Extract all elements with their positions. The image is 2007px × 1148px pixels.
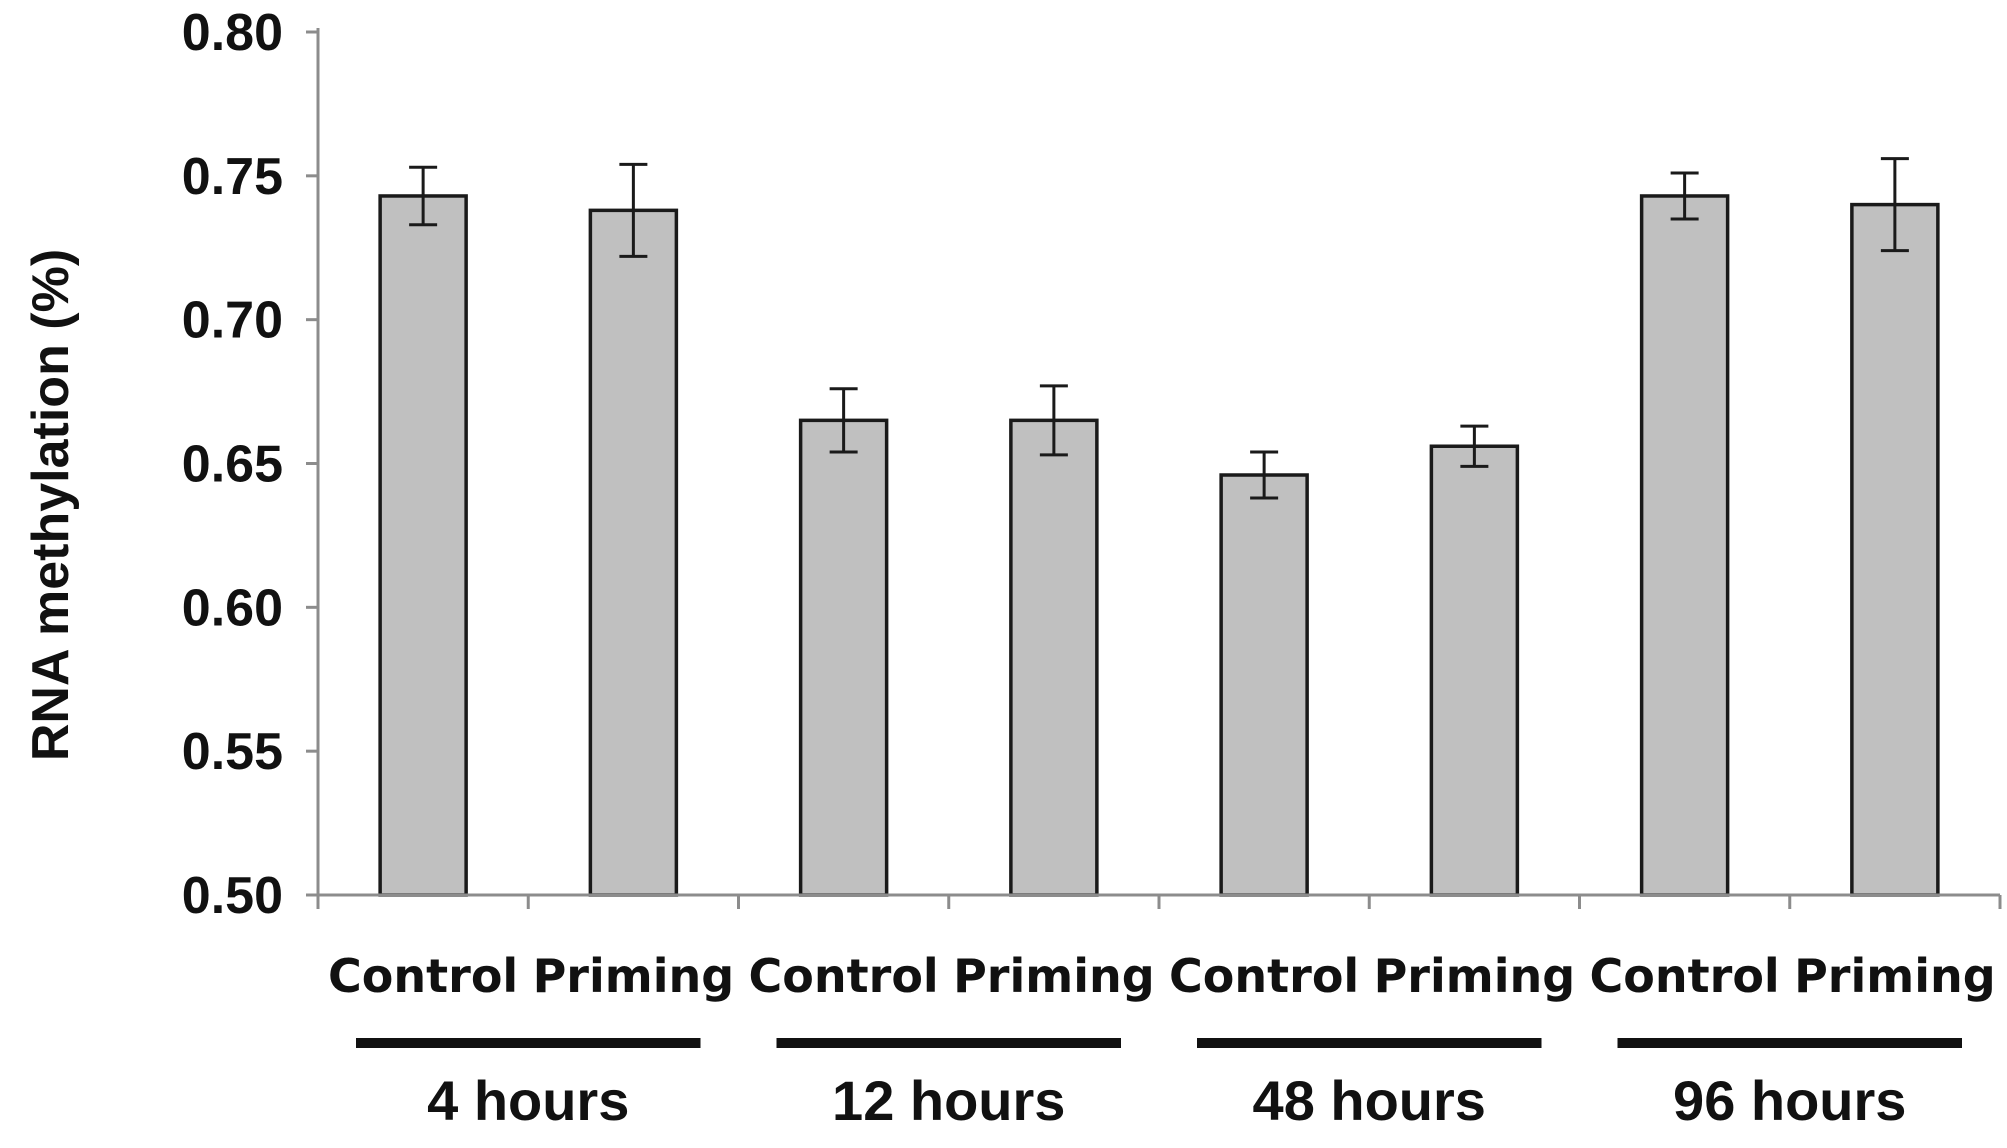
y-axis-title: RNA methylation (%) [22, 249, 80, 761]
y-tick-labels: 0.50 0.55 0.60 0.65 0.70 0.75 0.80 [182, 4, 283, 925]
group-label: 96 hours [1673, 1069, 1906, 1132]
category-label: Control [1169, 949, 1359, 1003]
y-tick-label: 0.55 [182, 723, 283, 781]
group-label: 12 hours [832, 1069, 1065, 1132]
bar [1009, 418, 1099, 897]
error-bar [1250, 450, 1279, 500]
bar [1219, 473, 1309, 897]
y-tick-label: 0.80 [182, 4, 283, 62]
y-tick-label: 0.70 [182, 292, 283, 350]
error-bar [1039, 384, 1068, 457]
category-label: Control [1590, 949, 1780, 1003]
category-label: Control [749, 949, 939, 1003]
y-tick-label: 0.50 [182, 867, 283, 925]
group-label: 4 hours [427, 1069, 629, 1132]
group-label: 48 hours [1253, 1069, 1486, 1132]
bars [378, 157, 1940, 897]
error-bar [1670, 171, 1699, 221]
bar [588, 208, 679, 897]
category-label: Priming [1794, 949, 1996, 1003]
bar [1850, 202, 1940, 897]
category-label: Priming [953, 949, 1155, 1003]
error-bar [1880, 157, 1909, 253]
group-markers: 4 hours 12 hours 48 hours 96 hours [356, 1038, 1962, 1132]
error-bar [619, 162, 648, 258]
category-label: Control [328, 949, 518, 1003]
error-bar [1460, 424, 1489, 468]
error-bar [409, 165, 438, 227]
y-tick-label: 0.60 [182, 579, 283, 637]
error-bar [829, 387, 858, 454]
bar [378, 194, 468, 897]
bar [1639, 194, 1730, 897]
bar [1429, 444, 1520, 897]
category-label: Priming [533, 949, 735, 1003]
y-tick-label: 0.65 [182, 436, 283, 494]
category-labels: Control Priming Control Priming Control Primi… [328, 949, 1996, 1003]
category-label: Priming [1374, 949, 1576, 1003]
bar [798, 418, 889, 897]
axes [306, 28, 2002, 909]
y-tick-label: 0.75 [182, 148, 283, 206]
